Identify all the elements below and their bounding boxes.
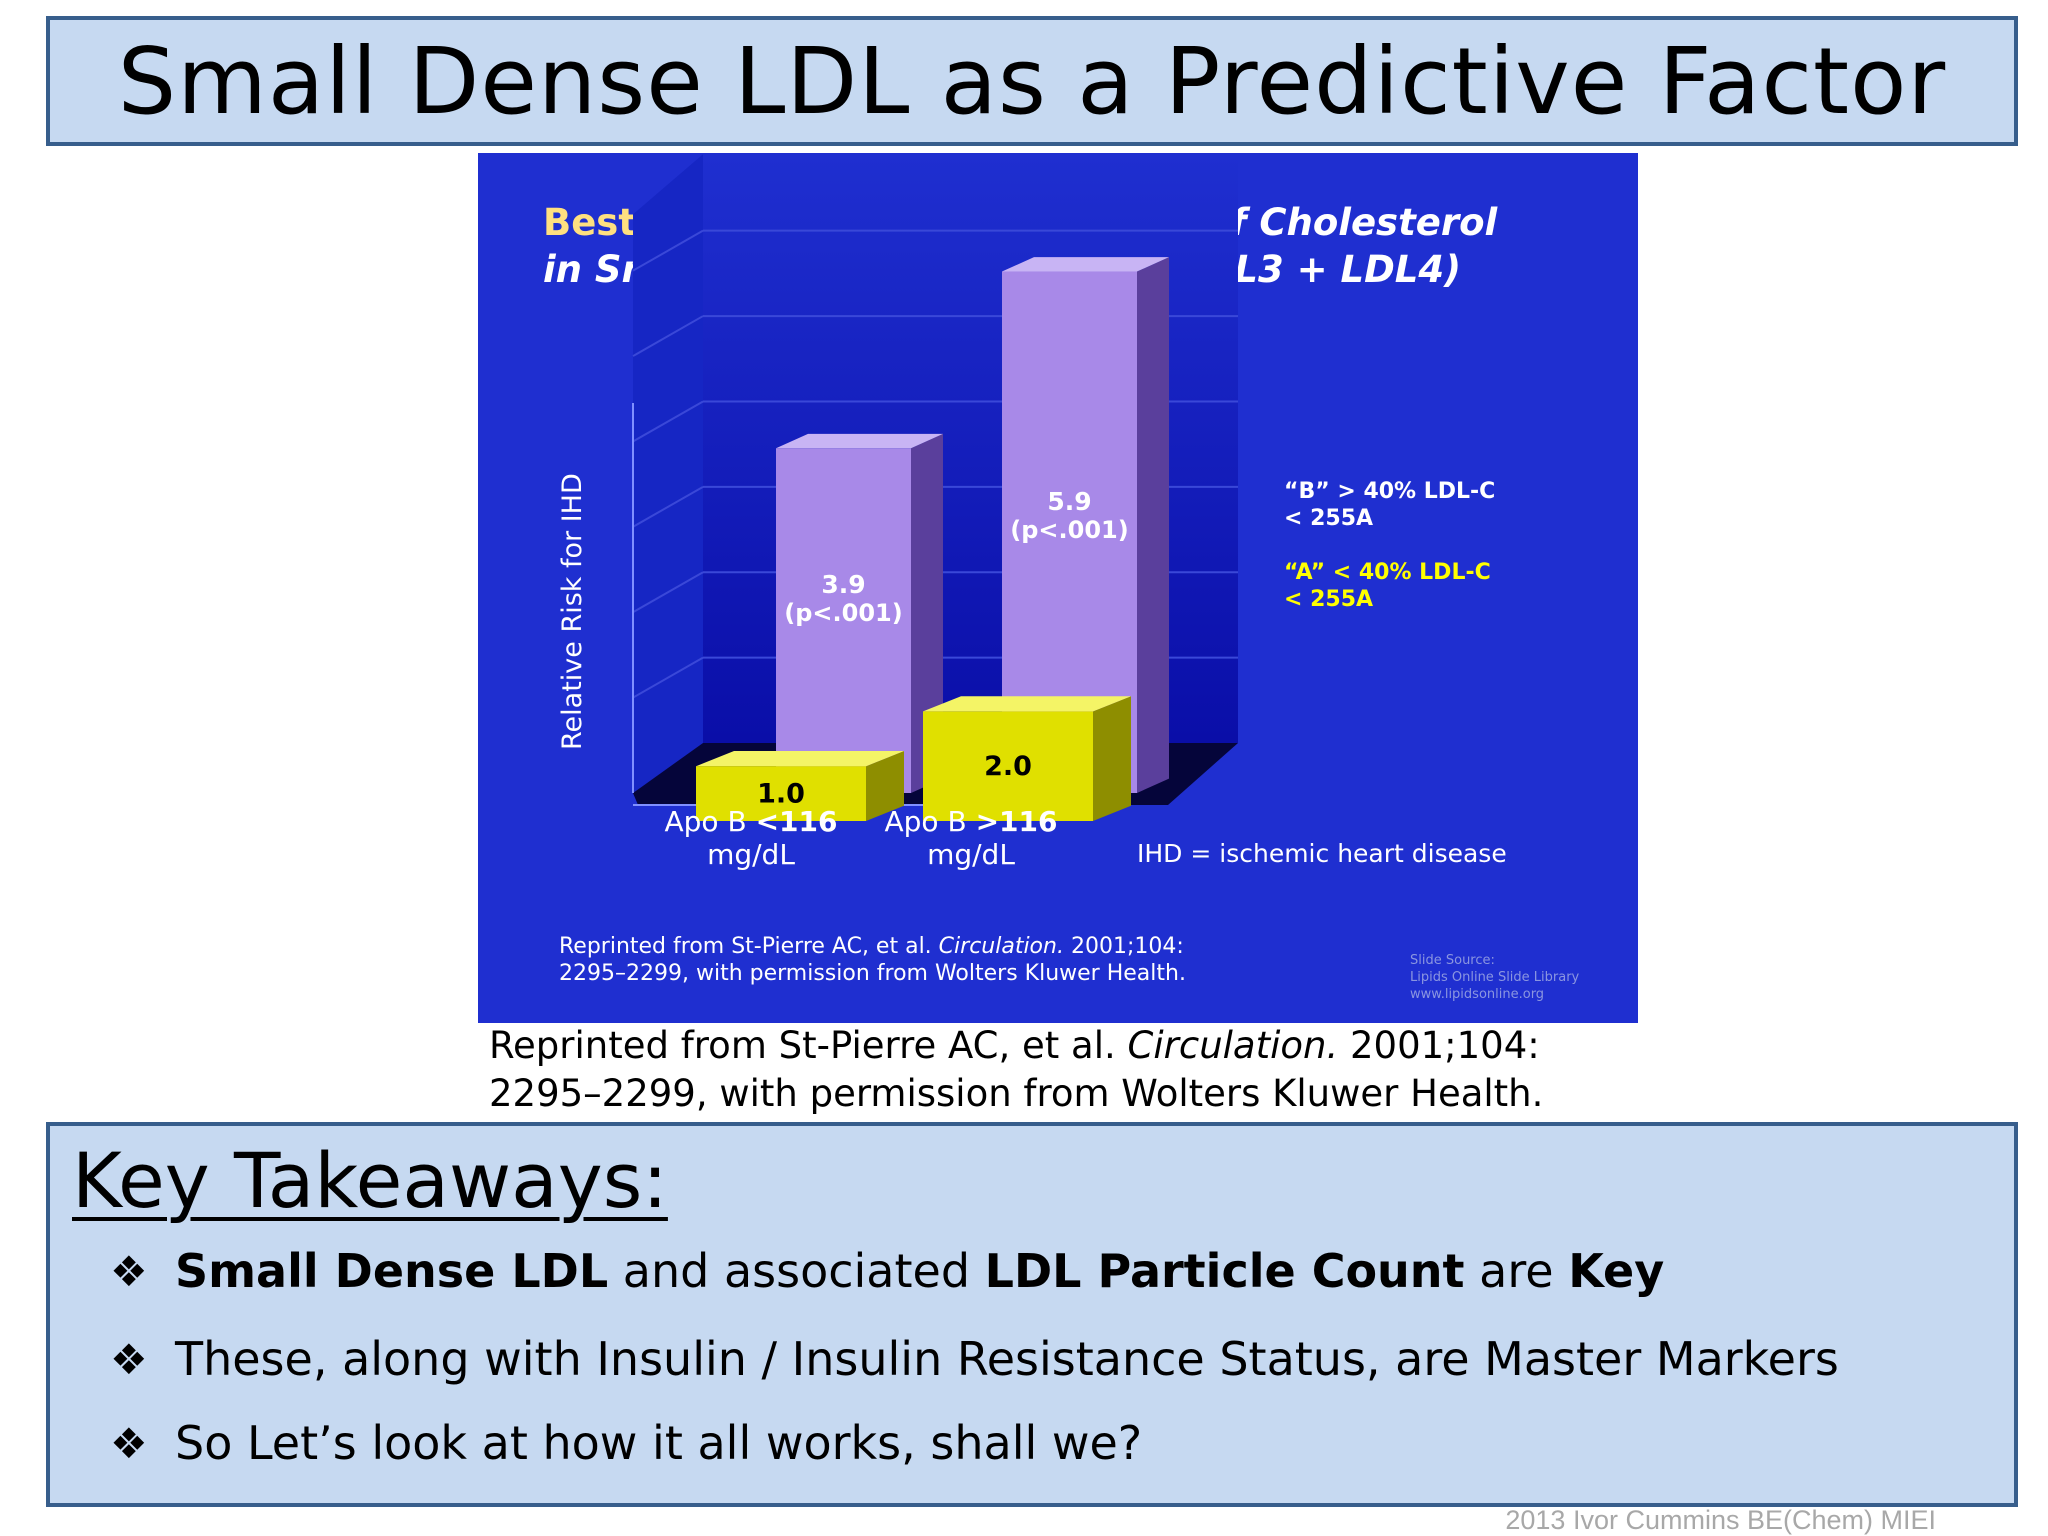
legend-entry-1-line2: < 255A (1284, 506, 1373, 531)
bar-b-1-value-label: 3.9 (821, 570, 865, 599)
legend-entry-1-line1: “B” > 40% LDL-C (1284, 479, 1495, 504)
ihd-footnote: IHD = ischemic heart disease (1137, 839, 1507, 868)
bold-ldl-particle-count: LDL Particle Count (984, 1244, 1465, 1298)
bar-b-2-pvalue-label: (p<.001) (1010, 516, 1128, 544)
gridline (632, 315, 704, 357)
caption-line2: 2295–2299, with permission from Wolters … (489, 1072, 1544, 1115)
bar-b-1-top (776, 433, 943, 449)
slide-title: Small Dense LDL as a Predictive Factor (117, 27, 1947, 135)
bullet1-text-1: and associated (608, 1244, 985, 1298)
bar-b-2-value-label: 5.9 (1047, 487, 1091, 516)
takeaways-box: Key Takeaways: ❖ Small Dense LDL and ass… (46, 1122, 2018, 1507)
takeaways-heading: Key Takeaways: (72, 1136, 668, 1225)
title-banner: Small Dense LDL as a Predictive Factor (46, 16, 2018, 146)
legend-entry-2-line1: “A” < 40% LDL-C (1284, 560, 1491, 585)
bold-key: Key (1568, 1244, 1665, 1298)
bar-a-2-value-label: 2.0 (984, 751, 1032, 782)
slide-source-line3: www.lipidsonline.org (1410, 987, 1544, 1002)
category-label-1: Apo B <116 (665, 805, 838, 838)
bar-a-2-top (923, 696, 1131, 712)
bar-a-2 (923, 711, 1093, 821)
takeaway-bullet-2: ❖ These, along with Insulin / Insulin Re… (110, 1332, 1839, 1386)
chart-credit-line1: Reprinted from St-Pierre AC, et al. Circ… (559, 934, 1184, 959)
gridline (632, 485, 704, 528)
category-unit-2: mg/dL (927, 838, 1015, 871)
bold-small-dense-ldl: Small Dense LDL (175, 1244, 609, 1298)
bar-a-1-top (696, 751, 904, 767)
chart-side-wall (633, 154, 703, 793)
bar-b-1 (776, 448, 911, 793)
diamond-bullet-icon: ❖ (110, 1246, 148, 1296)
bullet3-text: So Let’s look at how it all works, shall… (175, 1416, 1143, 1470)
slide-source-line2: Lipids Online Slide Library (1410, 970, 1580, 985)
chart-credit-line2: 2295–2299, with permission from Wolters … (559, 961, 1186, 986)
bar-b-1-pvalue-label: (p<.001) (784, 599, 902, 627)
legend-entry-2-line2: < 255A (1284, 587, 1373, 612)
bar-b-1-side (911, 433, 943, 793)
category-unit-1: mg/dL (707, 838, 795, 871)
y-axis-label: Relative Risk for IHD (557, 473, 588, 750)
gridline (632, 400, 704, 443)
category-label-2: Apo B >116 (885, 805, 1058, 838)
diamond-bullet-icon: ❖ (110, 1418, 148, 1468)
citation-caption: Reprinted from St-Pierre AC, et al. Circ… (489, 1022, 1689, 1118)
bullet2-text: These, along with Insulin / Insulin Resi… (175, 1332, 1839, 1386)
copyright-footer: 2013 Ivor Cummins BE(Chem) MIEI (1505, 1505, 1936, 1535)
bar-a-1-value-label: 1.0 (757, 779, 805, 810)
caption-text-b: 2001;104: (1338, 1024, 1540, 1067)
gridline (632, 229, 704, 272)
bar-a-1-side (866, 751, 904, 821)
bar-chart: Best Risk Predictor: Proportion of Chole… (543, 154, 1580, 1002)
takeaway-bullet-1: ❖ Small Dense LDL and associated LDL Par… (110, 1244, 1664, 1298)
bullet1-text-2: are (1464, 1244, 1569, 1298)
chart-panel: Best Risk Predictor: Proportion of Chole… (478, 153, 1638, 1023)
gridline (632, 656, 704, 699)
bar-b-2-side (1137, 257, 1169, 794)
caption-journal: Circulation. (1127, 1024, 1339, 1067)
bar-b-2-top (1002, 257, 1169, 272)
diamond-bullet-icon: ❖ (110, 1334, 148, 1384)
gridline (632, 571, 704, 614)
slide-source-line1: Slide Source: (1410, 953, 1495, 968)
takeaway-bullet-3: ❖ So Let’s look at how it all works, sha… (110, 1416, 1142, 1470)
caption-text-a: Reprinted from St-Pierre AC, et al. (489, 1024, 1128, 1067)
bar-a-2-side (1093, 696, 1131, 821)
bar-a-1 (696, 766, 866, 821)
